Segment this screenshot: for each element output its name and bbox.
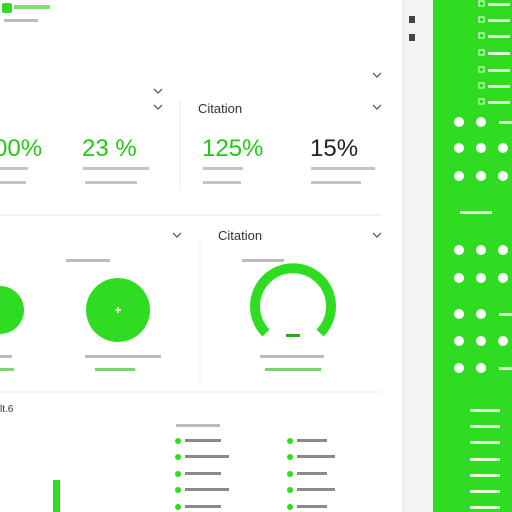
side-text[interactable]	[470, 506, 500, 509]
side-dot[interactable]	[454, 336, 464, 346]
status-circle	[0, 286, 24, 334]
side-text[interactable]	[470, 490, 500, 493]
list-text	[185, 455, 229, 458]
list-text	[185, 472, 221, 475]
captions	[0, 368, 321, 371]
toolbar-icon[interactable]	[409, 34, 415, 41]
side-dot[interactable]	[476, 245, 486, 255]
gauge-label	[286, 334, 300, 337]
list-text	[297, 455, 335, 458]
side-dot[interactable]	[476, 143, 486, 153]
list-icon	[175, 504, 181, 510]
list-icon	[287, 504, 293, 510]
list	[175, 438, 335, 510]
side-text[interactable]	[460, 211, 492, 214]
side-dot[interactable]	[476, 117, 486, 127]
card-title: Citation	[198, 101, 242, 116]
bar	[53, 480, 60, 512]
card-title: Citation	[218, 228, 262, 243]
side-dot[interactable]	[454, 143, 464, 153]
side-dot[interactable]	[498, 143, 508, 153]
side-icon[interactable]	[478, 16, 485, 23]
side-dot[interactable]	[454, 245, 464, 255]
section-label: lt.6	[0, 404, 14, 415]
side-dot[interactable]	[498, 171, 508, 181]
captions	[0, 355, 324, 358]
side-dot[interactable]	[476, 273, 486, 283]
list-text	[185, 439, 221, 442]
metric: 00%	[0, 135, 42, 162]
side-icon[interactable]	[478, 98, 485, 105]
metric: 125%	[202, 135, 263, 162]
side-text[interactable]	[488, 85, 510, 88]
metric-captions	[0, 167, 375, 184]
gauge	[250, 263, 336, 337]
side-text[interactable]	[470, 409, 500, 412]
logo-text	[14, 5, 50, 9]
side-text[interactable]	[499, 367, 512, 370]
list-icon	[287, 471, 293, 477]
side-dot[interactable]	[498, 273, 508, 283]
side-dot[interactable]	[454, 273, 464, 283]
side-text[interactable]	[499, 121, 512, 124]
side-icon[interactable]	[478, 66, 485, 73]
list-icon	[287, 487, 293, 493]
list-header	[176, 424, 220, 427]
list-icon	[175, 471, 181, 477]
side-text[interactable]	[488, 35, 510, 38]
side-dot[interactable]	[476, 309, 486, 319]
list-icon	[175, 438, 181, 444]
list-icon	[175, 487, 181, 493]
side-text[interactable]	[470, 425, 500, 428]
side-text[interactable]	[499, 313, 512, 316]
sidebar-items	[454, 0, 512, 509]
chevrons[interactable]	[153, 72, 382, 238]
side-text[interactable]	[488, 19, 510, 22]
side-dot[interactable]	[454, 171, 464, 181]
list-icon	[287, 454, 293, 460]
side-dot[interactable]	[476, 336, 486, 346]
plus-icon[interactable]	[115, 307, 121, 313]
side-text[interactable]	[488, 3, 510, 6]
side-dot[interactable]	[476, 363, 486, 373]
side-icon[interactable]	[478, 82, 485, 89]
label-text	[66, 259, 110, 262]
label-text	[242, 259, 284, 262]
side-icon[interactable]	[478, 49, 485, 56]
list-text	[297, 488, 335, 491]
side-dot[interactable]	[454, 309, 464, 319]
side-text[interactable]	[488, 52, 510, 55]
list-icon	[175, 454, 181, 460]
side-text[interactable]	[488, 69, 510, 72]
side-dot[interactable]	[498, 245, 508, 255]
side-text[interactable]	[488, 101, 510, 104]
toolbar-strip	[403, 0, 433, 512]
list-text	[297, 439, 327, 442]
list-text	[185, 505, 221, 508]
side-text[interactable]	[470, 441, 500, 444]
side-dot[interactable]	[454, 117, 464, 127]
metric: 15%	[310, 135, 358, 162]
side-icon[interactable]	[478, 32, 485, 39]
side-text[interactable]	[470, 474, 500, 477]
list-text	[297, 472, 327, 475]
subtitle-text	[4, 19, 38, 22]
list-icon	[287, 438, 293, 444]
side-dot[interactable]	[454, 363, 464, 373]
logo-icon	[2, 3, 12, 13]
side-dot[interactable]	[498, 336, 508, 346]
sidebar	[433, 0, 512, 512]
list-text	[185, 488, 229, 491]
side-text[interactable]	[470, 458, 500, 461]
list-text	[297, 505, 327, 508]
metric: 23 %	[82, 135, 137, 162]
side-icon[interactable]	[478, 0, 485, 7]
toolbar-icon[interactable]	[409, 16, 415, 23]
side-dot[interactable]	[476, 171, 486, 181]
